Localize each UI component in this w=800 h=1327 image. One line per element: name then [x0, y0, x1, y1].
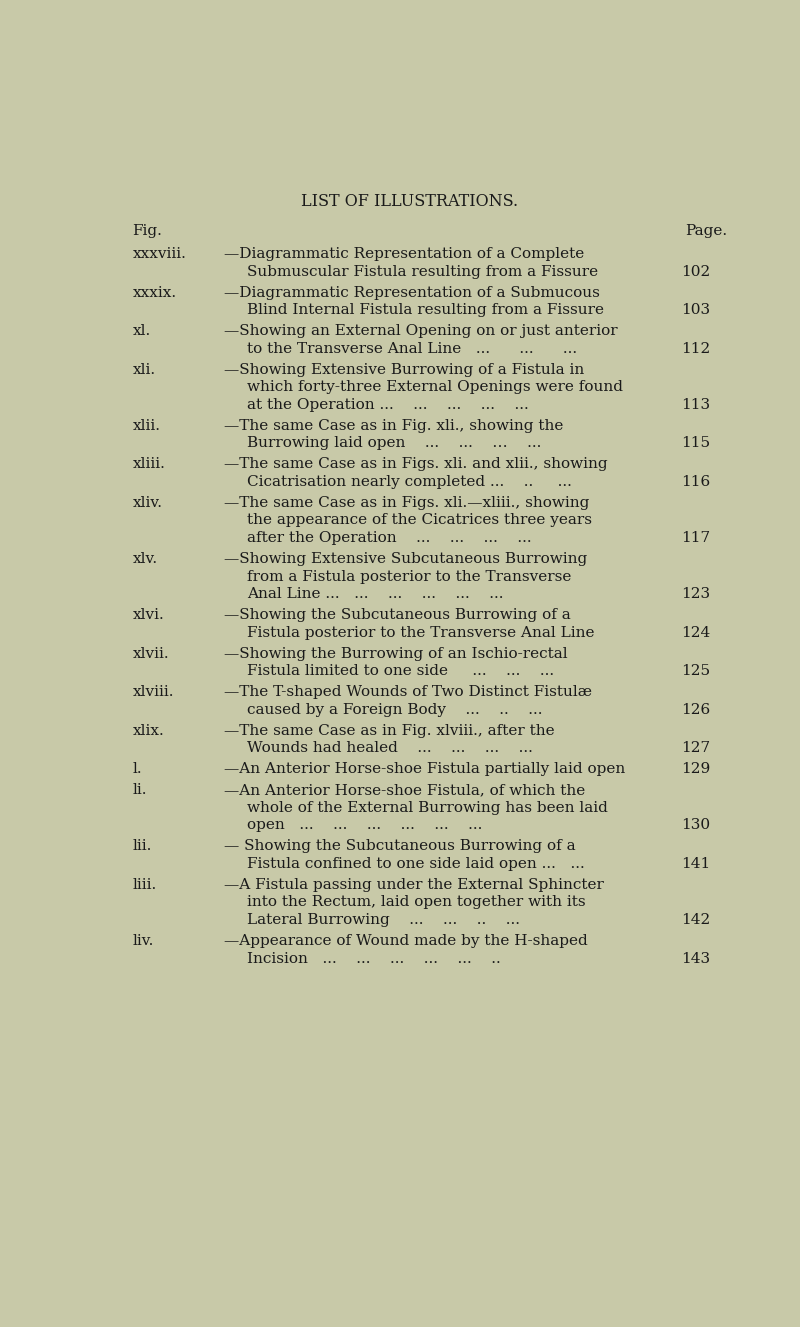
Text: xlviii.: xlviii.	[133, 685, 174, 699]
Text: 127: 127	[682, 742, 710, 755]
Text: —Showing Extensive Burrowing of a Fistula in: —Showing Extensive Burrowing of a Fistul…	[224, 362, 584, 377]
Text: liii.: liii.	[133, 877, 157, 892]
Text: after the Operation    ...    ...    ...    ...: after the Operation ... ... ... ...	[247, 531, 532, 545]
Text: xlvii.: xlvii.	[133, 646, 169, 661]
Text: liv.: liv.	[133, 934, 154, 947]
Text: 143: 143	[682, 951, 710, 966]
Text: xliii.: xliii.	[133, 458, 166, 471]
Text: —Appearance of Wound made by the H-shaped: —Appearance of Wound made by the H-shape…	[224, 934, 588, 947]
Text: xxxix.: xxxix.	[133, 285, 177, 300]
Text: —The T-shaped Wounds of Two Distinct Fistulæ: —The T-shaped Wounds of Two Distinct Fis…	[224, 685, 592, 699]
Text: —Showing an External Opening on or just anterior: —Showing an External Opening on or just …	[224, 324, 618, 338]
Text: 125: 125	[682, 665, 710, 678]
Text: Fig.: Fig.	[133, 224, 162, 238]
Text: 112: 112	[682, 342, 710, 356]
Text: Page.: Page.	[685, 224, 727, 238]
Text: xlv.: xlv.	[133, 552, 158, 565]
Text: —A Fistula passing under the External Sphincter: —A Fistula passing under the External Sp…	[224, 877, 604, 892]
Text: at the Operation ...    ...    ...    ...    ...: at the Operation ... ... ... ... ...	[247, 398, 529, 411]
Text: 103: 103	[682, 304, 710, 317]
Text: Lateral Burrowing    ...    ...    ..    ...: Lateral Burrowing ... ... .. ...	[247, 913, 520, 928]
Text: —The same Case as in Fig. xlviii., after the: —The same Case as in Fig. xlviii., after…	[224, 723, 554, 738]
Text: 115: 115	[682, 437, 710, 450]
Text: Burrowing laid open    ...    ...    …    ...: Burrowing laid open ... ... … ...	[247, 437, 542, 450]
Text: Submuscular Fistula resulting from a Fissure: Submuscular Fistula resulting from a Fis…	[247, 264, 598, 279]
Text: which forty-three External Openings were found: which forty-three External Openings were…	[247, 381, 623, 394]
Text: 113: 113	[682, 398, 710, 411]
Text: 130: 130	[682, 819, 710, 832]
Text: 102: 102	[682, 264, 710, 279]
Text: Fistula limited to one side     ...    ...    ...: Fistula limited to one side ... ... ...	[247, 665, 554, 678]
Text: —The same Case as in Figs. xli. and xlii., showing: —The same Case as in Figs. xli. and xlii…	[224, 458, 608, 471]
Text: 124: 124	[682, 626, 710, 640]
Text: open   ...    ...    ...    ...    ...    ...: open ... ... ... ... ... ...	[247, 819, 482, 832]
Text: Incision   ...    ...    ...    ...    ...    ..: Incision ... ... ... ... ... ..	[247, 951, 501, 966]
Text: 117: 117	[682, 531, 710, 545]
Text: from a Fistula posterior to the Transverse: from a Fistula posterior to the Transver…	[247, 569, 572, 584]
Text: the appearance of the Cicatrices three years: the appearance of the Cicatrices three y…	[247, 514, 592, 527]
Text: lii.: lii.	[133, 839, 152, 853]
Text: caused by a Foreign Body    ...    ..    ...: caused by a Foreign Body ... .. ...	[247, 703, 542, 717]
Text: xli.: xli.	[133, 362, 156, 377]
Text: xl.: xl.	[133, 324, 151, 338]
Text: xlii.: xlii.	[133, 419, 161, 433]
Text: whole of the External Burrowing has been laid: whole of the External Burrowing has been…	[247, 800, 608, 815]
Text: —Diagrammatic Representation of a Submucous: —Diagrammatic Representation of a Submuc…	[224, 285, 600, 300]
Text: xlix.: xlix.	[133, 723, 164, 738]
Text: Cicatrisation nearly completed ...    ..     ...: Cicatrisation nearly completed ... .. ..…	[247, 475, 572, 488]
Text: xxxviii.: xxxviii.	[133, 247, 186, 261]
Text: 142: 142	[682, 913, 710, 928]
Text: 126: 126	[682, 703, 710, 717]
Text: 116: 116	[682, 475, 710, 488]
Text: xliv.: xliv.	[133, 496, 162, 510]
Text: —The same Case as in Fig. xli., showing the: —The same Case as in Fig. xli., showing …	[224, 419, 563, 433]
Text: Anal Line ...   ...    ...    ...    ...    ...: Anal Line ... ... ... ... ... ...	[247, 588, 504, 601]
Text: —An Anterior Horse-shoe Fistula partially laid open: —An Anterior Horse-shoe Fistula partiall…	[224, 762, 626, 776]
Text: l.: l.	[133, 762, 142, 776]
Text: into the Rectum, laid open together with its: into the Rectum, laid open together with…	[247, 896, 586, 909]
Text: 123: 123	[682, 588, 710, 601]
Text: —Diagrammatic Representation of a Complete: —Diagrammatic Representation of a Comple…	[224, 247, 584, 261]
Text: 141: 141	[682, 857, 710, 871]
Text: li.: li.	[133, 783, 147, 798]
Text: —Showing the Subcutaneous Burrowing of a: —Showing the Subcutaneous Burrowing of a	[224, 608, 570, 622]
Text: — Showing the Subcutaneous Burrowing of a: — Showing the Subcutaneous Burrowing of …	[224, 839, 576, 853]
Text: 129: 129	[682, 762, 710, 776]
Text: to the Transverse Anal Line   ...      ...      ...: to the Transverse Anal Line ... ... ...	[247, 342, 578, 356]
Text: Blind Internal Fistula resulting from a Fissure: Blind Internal Fistula resulting from a …	[247, 304, 604, 317]
Text: xlvi.: xlvi.	[133, 608, 164, 622]
Text: Fistula posterior to the Transverse Anal Line: Fistula posterior to the Transverse Anal…	[247, 626, 594, 640]
Text: —The same Case as in Figs. xli.—xliii., showing: —The same Case as in Figs. xli.—xliii., …	[224, 496, 590, 510]
Text: LIST OF ILLUSTRATIONS.: LIST OF ILLUSTRATIONS.	[302, 194, 518, 210]
Text: —An Anterior Horse-shoe Fistula, of which the: —An Anterior Horse-shoe Fistula, of whic…	[224, 783, 586, 798]
Text: —Showing Extensive Subcutaneous Burrowing: —Showing Extensive Subcutaneous Burrowin…	[224, 552, 587, 565]
Text: Wounds had healed    ...    ...    ...    ...: Wounds had healed ... ... ... ...	[247, 742, 533, 755]
Text: —Showing the Burrowing of an Ischio-rectal: —Showing the Burrowing of an Ischio-rect…	[224, 646, 568, 661]
Text: Fistula confined to one side laid open ...   ...: Fistula confined to one side laid open .…	[247, 857, 585, 871]
